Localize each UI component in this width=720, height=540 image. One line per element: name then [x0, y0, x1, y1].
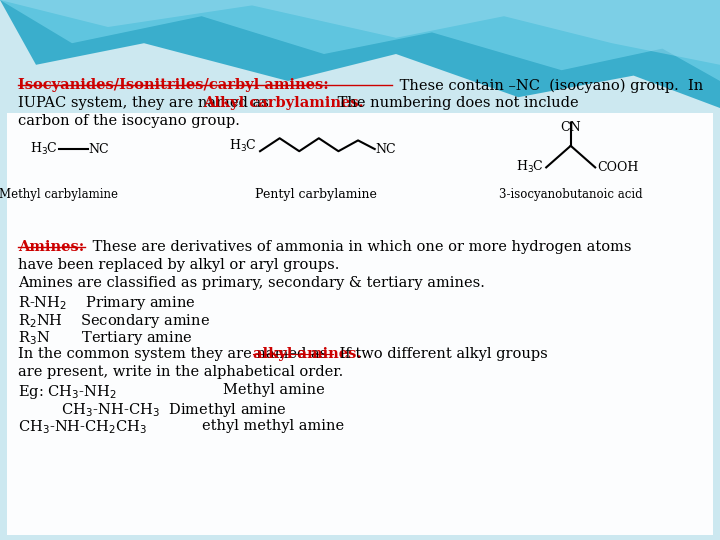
Text: CH$_3$-NH-CH$_2$CH$_3$: CH$_3$-NH-CH$_2$CH$_3$ — [18, 418, 148, 436]
Text: H$_3$C: H$_3$C — [30, 141, 58, 157]
Text: are present, write in the alphabetical order.: are present, write in the alphabetical o… — [18, 365, 343, 379]
Text: 3-isocyanobutanoic acid: 3-isocyanobutanoic acid — [499, 188, 642, 201]
Text: Methyl carbylamine: Methyl carbylamine — [0, 188, 117, 201]
Text: Methyl amine: Methyl amine — [223, 383, 325, 397]
Polygon shape — [0, 0, 720, 65]
Text: R$_3$N       Tertiary amine: R$_3$N Tertiary amine — [18, 329, 193, 347]
Text: The numbering does not include: The numbering does not include — [333, 96, 579, 110]
Text: H$_3$C: H$_3$C — [516, 159, 544, 176]
Text: If two different alkyl groups: If two different alkyl groups — [335, 347, 547, 361]
Text: In the common system they are named as: In the common system they are named as — [18, 347, 332, 361]
Text: Alkyl carbylamines.: Alkyl carbylamines. — [203, 96, 364, 110]
Text: R$_2$NH    Secondary amine: R$_2$NH Secondary amine — [18, 312, 210, 329]
Text: COOH: COOH — [597, 161, 639, 174]
Text: R-NH$_2$    Primary amine: R-NH$_2$ Primary amine — [18, 294, 196, 312]
Text: These contain –NC  (isocyano) group.  In: These contain –NC (isocyano) group. In — [395, 78, 703, 93]
Text: Pentyl carbylamine: Pentyl carbylamine — [255, 188, 377, 201]
Text: H$_3$C: H$_3$C — [229, 138, 257, 154]
Text: CN: CN — [560, 121, 581, 134]
Text: Amines:: Amines: — [18, 240, 84, 254]
Text: NC: NC — [89, 143, 109, 156]
Text: have been replaced by alkyl or aryl groups.: have been replaced by alkyl or aryl grou… — [18, 258, 339, 272]
Text: CH$_3$-NH-CH$_3$  Dimethyl amine: CH$_3$-NH-CH$_3$ Dimethyl amine — [43, 401, 287, 418]
Text: carbon of the isocyano group.: carbon of the isocyano group. — [18, 114, 240, 128]
Text: Eg: CH$_3$-NH$_2$: Eg: CH$_3$-NH$_2$ — [18, 383, 117, 401]
Text: Amines are classified as primary, secondary & tertiary amines.: Amines are classified as primary, second… — [18, 276, 485, 290]
FancyBboxPatch shape — [7, 113, 713, 535]
Polygon shape — [0, 0, 720, 81]
Text: Isocyanides/Isonitriles/carbyl amines:: Isocyanides/Isonitriles/carbyl amines: — [18, 78, 329, 92]
Text: IUPAC system, they are named as: IUPAC system, they are named as — [18, 96, 274, 110]
Text: NC: NC — [376, 143, 396, 156]
Text: These are derivatives of ammonia in which one or more hydrogen atoms: These are derivatives of ammonia in whic… — [88, 240, 631, 254]
Text: ethyl methyl amine: ethyl methyl amine — [202, 418, 343, 433]
Text: alkyl amines.: alkyl amines. — [253, 347, 361, 361]
Polygon shape — [0, 0, 720, 108]
